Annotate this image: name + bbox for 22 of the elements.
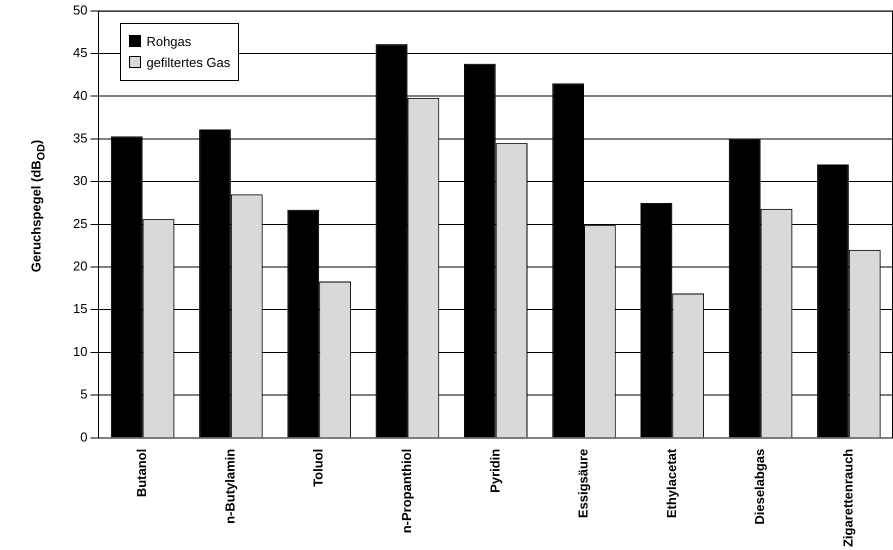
y-tick-label: 45: [72, 45, 88, 60]
legend-label: Rohgas: [146, 34, 192, 49]
x-tick-label: n-Propanthiol: [399, 448, 414, 534]
x-tick-label: Essigsäure: [576, 448, 591, 518]
y-tick-label: 30: [72, 173, 88, 188]
x-tick-label: Dieselabgas: [752, 448, 768, 525]
y-tick-label: 25: [72, 216, 88, 231]
y-tick-label: 50: [72, 2, 88, 18]
y-tick-label: 20: [72, 258, 88, 274]
y-tick-label: 0: [80, 429, 88, 444]
x-tick-label: Pyridin: [487, 448, 502, 493]
y-tick-label: 10: [72, 344, 88, 359]
x-tick-label: n-Butylamin: [222, 448, 238, 524]
x-tick-label: Toluol: [310, 448, 326, 487]
y-tick-label: 40: [72, 88, 88, 103]
x-tick-label: Zigarettenrauch: [840, 448, 856, 548]
x-tick-label: Ethylacetat: [664, 448, 679, 518]
y-tick-label: 15: [72, 301, 88, 316]
x-tick-label: Butanol: [134, 448, 150, 498]
y-tick-label: 5: [80, 386, 88, 402]
legend-label: gefiltertes Gas: [146, 54, 230, 70]
y-tick-label: 35: [72, 130, 88, 146]
